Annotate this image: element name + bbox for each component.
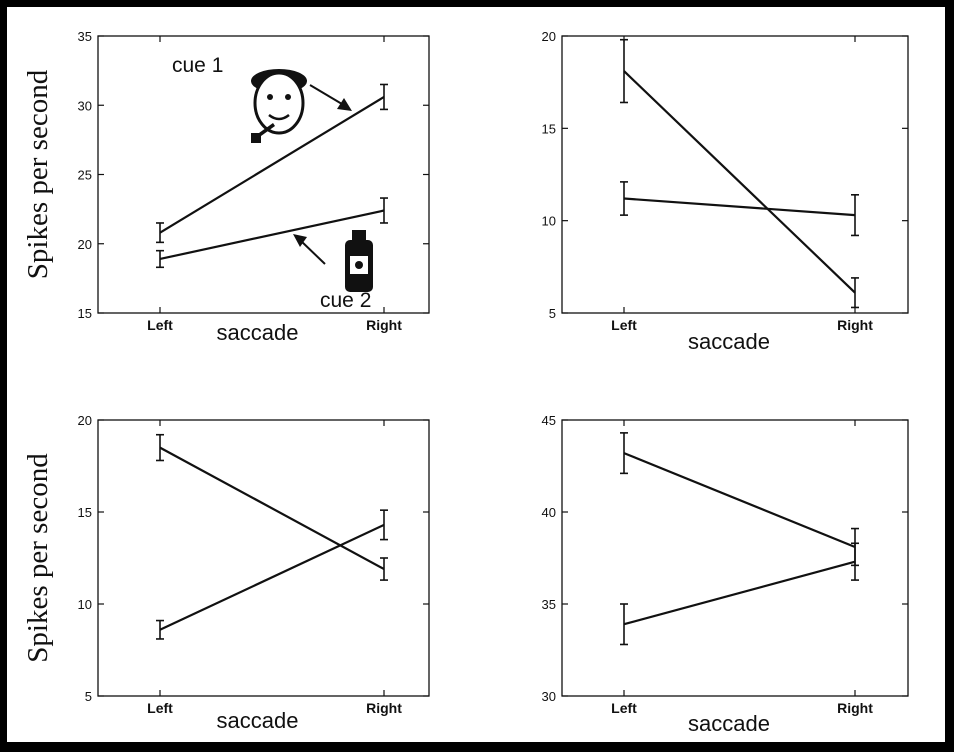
error-bar <box>380 557 388 581</box>
cue-1-label: cue 1 <box>172 54 223 77</box>
cue-2-label: cue 2 <box>320 289 371 312</box>
error-bar <box>620 603 628 646</box>
series-line-1 <box>623 70 856 294</box>
error-bar <box>156 619 164 640</box>
plot-frame <box>97 419 430 697</box>
bottle-cap <box>352 230 366 240</box>
eye-left <box>267 94 273 100</box>
error-bar <box>380 197 388 224</box>
arrow-cue-2 <box>293 234 326 265</box>
series-line-2 <box>623 560 856 626</box>
y-tick-label: 45 <box>542 413 556 428</box>
x-axis-label: saccade <box>688 711 770 736</box>
plot-frame <box>561 419 909 697</box>
x-axis-label: saccade <box>217 708 299 733</box>
y-axis-label: Spikes per second <box>22 69 54 279</box>
x-category-label: Left <box>147 317 173 333</box>
error-bar <box>620 181 628 216</box>
error-bar <box>620 432 628 475</box>
eye-right <box>285 94 291 100</box>
pipe <box>251 123 275 143</box>
arrow-head <box>293 234 307 247</box>
man-with-pipe-icon <box>251 69 307 143</box>
x-category-label: Left <box>611 317 637 333</box>
error-bar <box>380 83 388 111</box>
error-bar <box>156 249 164 269</box>
y-tick-label: 10 <box>78 597 92 612</box>
y-tick-label: 15 <box>542 121 556 136</box>
charts-canvas: 15 20 25 30 35 Left Right saccade Spikes per sec… <box>22 29 909 736</box>
x-axis-label: saccade <box>217 320 299 345</box>
error-bar <box>851 542 859 581</box>
series-line-1 <box>159 95 385 234</box>
x-category-label: Right <box>837 700 873 716</box>
series-line-2 <box>159 209 385 261</box>
chart-1: 15 20 25 30 35 Left Right saccade Spikes per sec… <box>22 29 430 345</box>
y-tick-label: 10 <box>542 214 556 229</box>
y-tick-label: 15 <box>78 505 92 520</box>
y-tick-label: 20 <box>78 413 92 428</box>
y-tick-label: 25 <box>78 168 92 183</box>
chart-4: 30 35 40 45 Left Right saccade <box>542 413 909 736</box>
x-axis-label: saccade <box>688 329 770 354</box>
chart-3: 5 10 15 20 Left Right saccade Spikes per second <box>22 413 430 733</box>
y-tick-label: 30 <box>78 98 92 113</box>
error-bar <box>156 433 164 462</box>
y-tick-label: 5 <box>549 306 556 321</box>
series-line-2 <box>159 523 385 631</box>
error-bar <box>380 509 388 541</box>
error-bar <box>851 277 859 309</box>
x-category-label: Right <box>837 317 873 333</box>
y-tick-label: 35 <box>78 29 92 44</box>
y-tick-label: 15 <box>78 306 92 321</box>
y-tick-label: 30 <box>542 689 556 704</box>
x-category-label: Right <box>366 317 402 333</box>
series-line-1 <box>623 452 856 548</box>
smile <box>268 113 290 121</box>
face <box>253 71 305 135</box>
plot-frame <box>561 35 909 314</box>
y-tick-label: 20 <box>78 237 92 252</box>
arrow-head <box>337 98 352 111</box>
series-line-1 <box>159 446 385 571</box>
y-tick-label: 35 <box>542 597 556 612</box>
bottle-label-mark <box>355 261 363 269</box>
y-tick-label: 20 <box>542 29 556 44</box>
y-tick-label: 5 <box>85 689 92 704</box>
arrow-cue-1 <box>309 84 352 111</box>
figure-panel: 15 20 25 30 35 Left Right saccade Spikes per sec… <box>7 7 945 742</box>
series-line-2 <box>623 197 856 217</box>
y-axis-label: Spikes per second <box>22 453 54 663</box>
error-bar <box>851 194 859 237</box>
bottle-icon <box>345 230 373 292</box>
x-category-label: Right <box>366 700 402 716</box>
x-category-label: Left <box>611 700 637 716</box>
error-bar <box>156 222 164 244</box>
y-tick-label: 40 <box>542 505 556 520</box>
error-bar <box>620 38 628 104</box>
chart-2: 5 10 15 20 Left Right saccade <box>542 29 909 354</box>
x-category-label: Left <box>147 700 173 716</box>
arrow-shaft <box>299 239 326 265</box>
